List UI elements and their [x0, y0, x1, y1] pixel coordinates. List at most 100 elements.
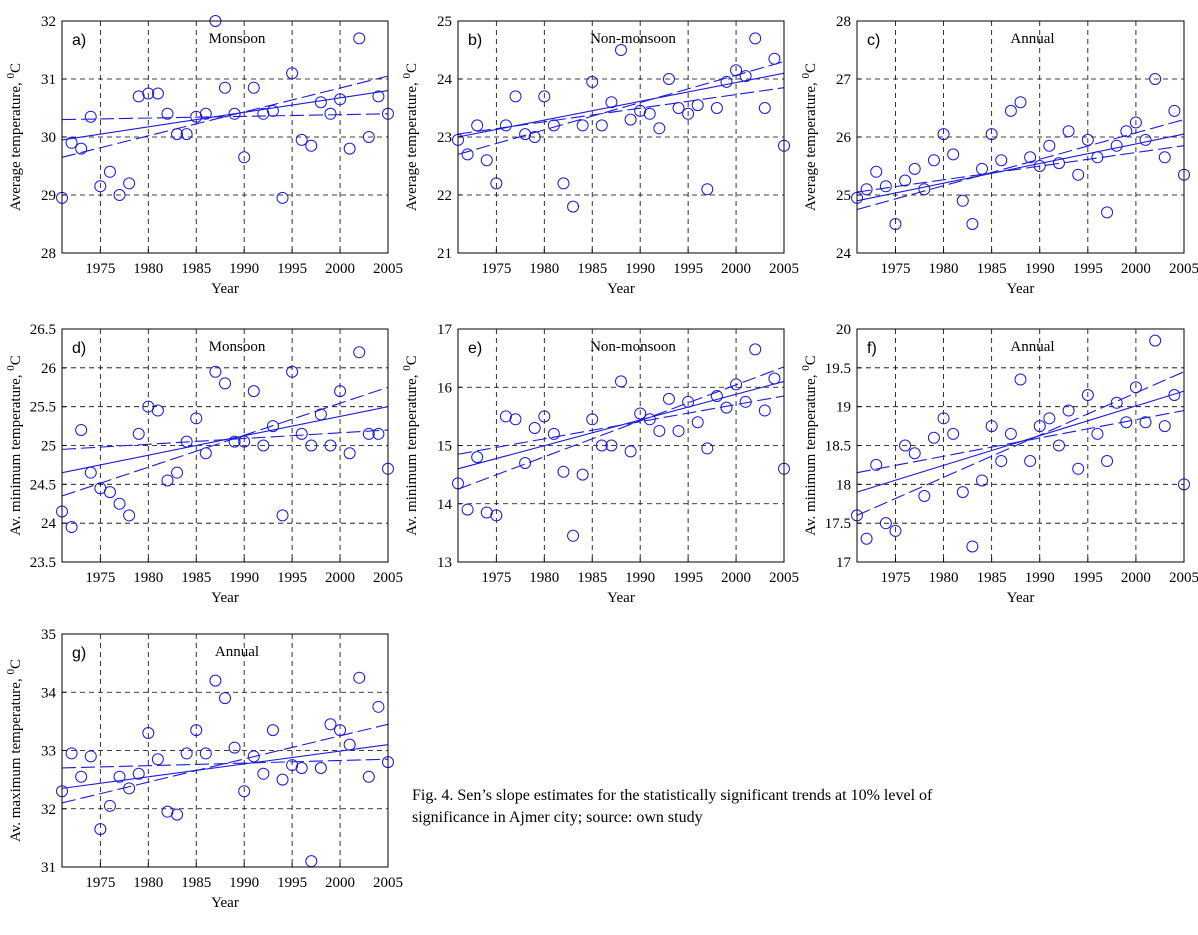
data-point — [314, 408, 327, 421]
data-point — [161, 474, 174, 487]
panel-title: Non-monsoon — [590, 339, 676, 355]
data-point — [1091, 427, 1104, 440]
y-tick-label: 28 — [41, 246, 56, 262]
data-point — [65, 136, 78, 149]
data-point — [538, 410, 551, 423]
y-tick-label: 32 — [41, 802, 56, 818]
data-point — [1101, 206, 1114, 219]
y-tick-label: 30 — [41, 130, 56, 146]
data-point — [1043, 412, 1056, 425]
data-point — [1004, 427, 1017, 440]
x-tick-label: 1980 — [929, 261, 959, 277]
y-axis-label: Av. minimum temperature, 0C — [5, 355, 24, 535]
y-tick-label: 31 — [41, 860, 56, 876]
data-point — [266, 104, 279, 117]
data-point — [899, 174, 912, 187]
data-point — [624, 113, 637, 126]
x-tick-label: 1980 — [529, 570, 559, 586]
y-axis-label-unit: C — [8, 63, 24, 73]
data-point — [985, 420, 998, 433]
y-tick-label: 20 — [836, 322, 851, 338]
data-point — [662, 392, 675, 405]
data-point — [228, 741, 241, 754]
confidence-line-lower — [61, 75, 389, 158]
data-point — [643, 107, 656, 120]
data-point — [103, 165, 116, 178]
y-tick-label: 18.5 — [825, 439, 851, 455]
data-point — [1062, 404, 1075, 417]
x-tick-label: 1985 — [181, 570, 211, 586]
data-point — [710, 102, 723, 114]
data-point — [362, 131, 375, 143]
x-tick-label: 2005 — [373, 261, 403, 277]
panel-title: Monsoon — [209, 31, 266, 47]
data-point — [672, 102, 685, 114]
y-axis-label-text: Average temperature, — [8, 78, 24, 211]
data-point — [471, 119, 484, 132]
data-point — [595, 119, 608, 132]
y-tick-label: 26 — [41, 361, 57, 377]
data-point — [276, 773, 289, 786]
data-point — [720, 401, 733, 414]
data-point — [547, 427, 560, 440]
x-tick-label: 2000 — [721, 570, 751, 586]
data-point — [1120, 416, 1133, 429]
data-point — [1052, 439, 1065, 452]
x-tick-label: 2000 — [325, 261, 355, 277]
data-point — [238, 785, 251, 798]
data-point — [538, 90, 551, 103]
data-point — [662, 73, 675, 85]
y-tick-label: 34 — [41, 685, 57, 701]
data-point — [605, 96, 618, 109]
x-tick-label: 2005 — [1169, 570, 1198, 586]
data-point — [870, 165, 883, 178]
data-point — [1120, 125, 1133, 138]
data-point — [730, 64, 743, 77]
data-point — [879, 517, 892, 530]
data-point — [75, 423, 88, 436]
data-point — [956, 486, 969, 499]
data-point — [1110, 396, 1123, 409]
y-tick-label: 16 — [437, 380, 453, 396]
data-point — [758, 404, 771, 417]
x-tick-label: 1995 — [673, 261, 703, 277]
data-point — [461, 503, 474, 516]
y-tick-label: 18 — [836, 477, 851, 493]
data-point — [334, 93, 347, 106]
x-tick-label: 1995 — [1073, 570, 1103, 586]
x-tick-label: 2005 — [1169, 261, 1198, 277]
data-point — [180, 128, 193, 141]
x-tick-label: 1980 — [133, 875, 163, 891]
data-point — [75, 770, 88, 783]
y-axis-label-text: Av. maximum temperature, — [8, 675, 24, 842]
x-tick-label: 2005 — [769, 261, 799, 277]
data-point — [286, 365, 299, 378]
x-tick-label: 1975 — [85, 570, 115, 586]
data-point — [976, 474, 989, 487]
data-point — [682, 107, 695, 120]
data-point — [547, 119, 560, 132]
data-point — [889, 218, 902, 230]
data-point — [1168, 389, 1181, 402]
x-axis-label: Year — [1007, 281, 1035, 297]
data-point — [966, 218, 979, 230]
y-axis-label-text: Average temperature, — [803, 78, 819, 211]
data-point — [595, 439, 608, 452]
data-point — [343, 142, 356, 155]
data-point — [305, 855, 318, 868]
data-point — [247, 81, 260, 94]
y-axis-label-superscript: 0 — [401, 72, 413, 78]
data-point — [372, 427, 385, 440]
data-point — [219, 81, 231, 94]
data-point — [1004, 104, 1017, 117]
chart-panel-6: 1975 1980 1985 1990 1995 2000 2005 17 17.5 18 18.5… — [800, 322, 1198, 606]
data-point — [860, 183, 873, 196]
data-point — [1014, 96, 1027, 109]
data-point — [739, 70, 752, 83]
y-tick-label: 27 — [836, 72, 852, 88]
data-point — [1081, 389, 1094, 402]
data-point — [209, 674, 222, 687]
data-point — [528, 422, 541, 435]
panel-title: Annual — [1010, 31, 1054, 47]
